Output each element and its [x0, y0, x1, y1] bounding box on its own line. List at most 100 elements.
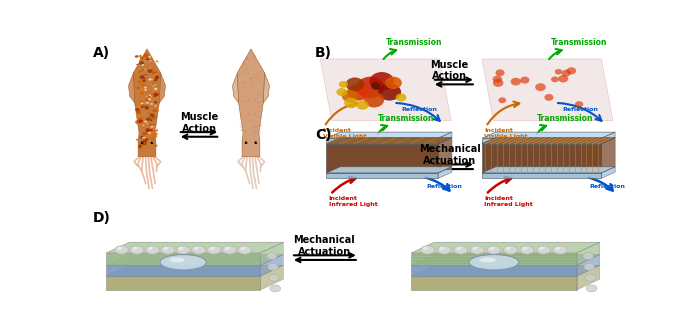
Ellipse shape: [142, 142, 145, 144]
Polygon shape: [411, 265, 577, 276]
Ellipse shape: [136, 57, 139, 59]
Ellipse shape: [245, 131, 246, 132]
Ellipse shape: [144, 89, 147, 91]
Ellipse shape: [146, 246, 160, 254]
Ellipse shape: [493, 75, 502, 83]
Text: D): D): [93, 211, 111, 225]
Polygon shape: [411, 276, 577, 290]
Polygon shape: [260, 265, 284, 290]
Ellipse shape: [160, 255, 206, 270]
Ellipse shape: [253, 126, 256, 127]
Ellipse shape: [259, 106, 260, 107]
Ellipse shape: [503, 246, 517, 254]
Ellipse shape: [470, 246, 484, 254]
Ellipse shape: [356, 101, 369, 110]
Ellipse shape: [240, 247, 245, 250]
Polygon shape: [106, 253, 260, 265]
Polygon shape: [160, 73, 165, 103]
Ellipse shape: [339, 81, 348, 88]
Polygon shape: [260, 255, 284, 276]
Ellipse shape: [146, 128, 150, 132]
Ellipse shape: [153, 134, 155, 136]
Ellipse shape: [141, 81, 144, 83]
Text: A): A): [93, 46, 110, 60]
Ellipse shape: [153, 96, 155, 97]
Ellipse shape: [536, 83, 546, 91]
Ellipse shape: [256, 77, 260, 79]
Ellipse shape: [141, 141, 144, 144]
Ellipse shape: [139, 61, 144, 65]
Polygon shape: [482, 173, 601, 178]
Ellipse shape: [142, 132, 148, 135]
Ellipse shape: [136, 139, 139, 141]
Text: Reflection: Reflection: [563, 107, 598, 112]
Ellipse shape: [148, 69, 153, 73]
Ellipse shape: [253, 57, 255, 59]
Ellipse shape: [148, 57, 149, 58]
Ellipse shape: [239, 126, 242, 127]
Ellipse shape: [142, 142, 143, 143]
Ellipse shape: [142, 75, 146, 79]
Ellipse shape: [136, 64, 138, 65]
Ellipse shape: [225, 247, 230, 250]
Ellipse shape: [148, 247, 153, 250]
Text: Transmission: Transmission: [386, 38, 442, 47]
Ellipse shape: [142, 142, 146, 145]
Ellipse shape: [242, 93, 244, 94]
Ellipse shape: [506, 247, 510, 250]
Ellipse shape: [153, 93, 159, 96]
Ellipse shape: [146, 102, 149, 104]
Ellipse shape: [245, 141, 247, 144]
Ellipse shape: [245, 58, 248, 60]
Polygon shape: [577, 242, 600, 265]
Ellipse shape: [371, 82, 380, 90]
Ellipse shape: [150, 141, 153, 142]
Ellipse shape: [246, 58, 248, 60]
Ellipse shape: [267, 263, 279, 270]
Ellipse shape: [117, 247, 122, 250]
Ellipse shape: [520, 76, 529, 84]
Ellipse shape: [146, 98, 150, 101]
Ellipse shape: [141, 106, 144, 108]
Ellipse shape: [421, 246, 435, 254]
Polygon shape: [237, 49, 265, 157]
Ellipse shape: [520, 246, 534, 254]
Ellipse shape: [144, 106, 148, 109]
Ellipse shape: [553, 246, 567, 254]
Ellipse shape: [255, 121, 256, 122]
Ellipse shape: [537, 246, 550, 254]
Ellipse shape: [255, 141, 257, 144]
Ellipse shape: [259, 93, 261, 94]
Ellipse shape: [545, 94, 554, 101]
Ellipse shape: [135, 55, 139, 58]
Ellipse shape: [149, 137, 154, 140]
Ellipse shape: [146, 118, 150, 121]
Ellipse shape: [132, 247, 137, 250]
Ellipse shape: [147, 92, 149, 93]
Ellipse shape: [344, 98, 358, 108]
Ellipse shape: [139, 145, 142, 148]
Ellipse shape: [438, 246, 452, 254]
Polygon shape: [482, 59, 613, 120]
Text: Reflection: Reflection: [401, 107, 437, 112]
Polygon shape: [577, 255, 600, 276]
Text: Reflection: Reflection: [426, 184, 463, 189]
Polygon shape: [601, 137, 615, 173]
Ellipse shape: [253, 99, 256, 101]
Ellipse shape: [242, 62, 245, 64]
Ellipse shape: [489, 247, 494, 250]
Ellipse shape: [253, 77, 256, 78]
Ellipse shape: [510, 78, 521, 85]
Polygon shape: [326, 167, 452, 173]
Ellipse shape: [454, 246, 468, 254]
Ellipse shape: [151, 67, 155, 70]
Ellipse shape: [247, 72, 250, 74]
Ellipse shape: [139, 75, 145, 79]
Ellipse shape: [487, 246, 500, 254]
Ellipse shape: [255, 124, 257, 125]
Ellipse shape: [250, 114, 253, 115]
Ellipse shape: [139, 118, 141, 120]
Ellipse shape: [137, 72, 139, 73]
Ellipse shape: [136, 110, 141, 114]
Ellipse shape: [169, 258, 185, 262]
